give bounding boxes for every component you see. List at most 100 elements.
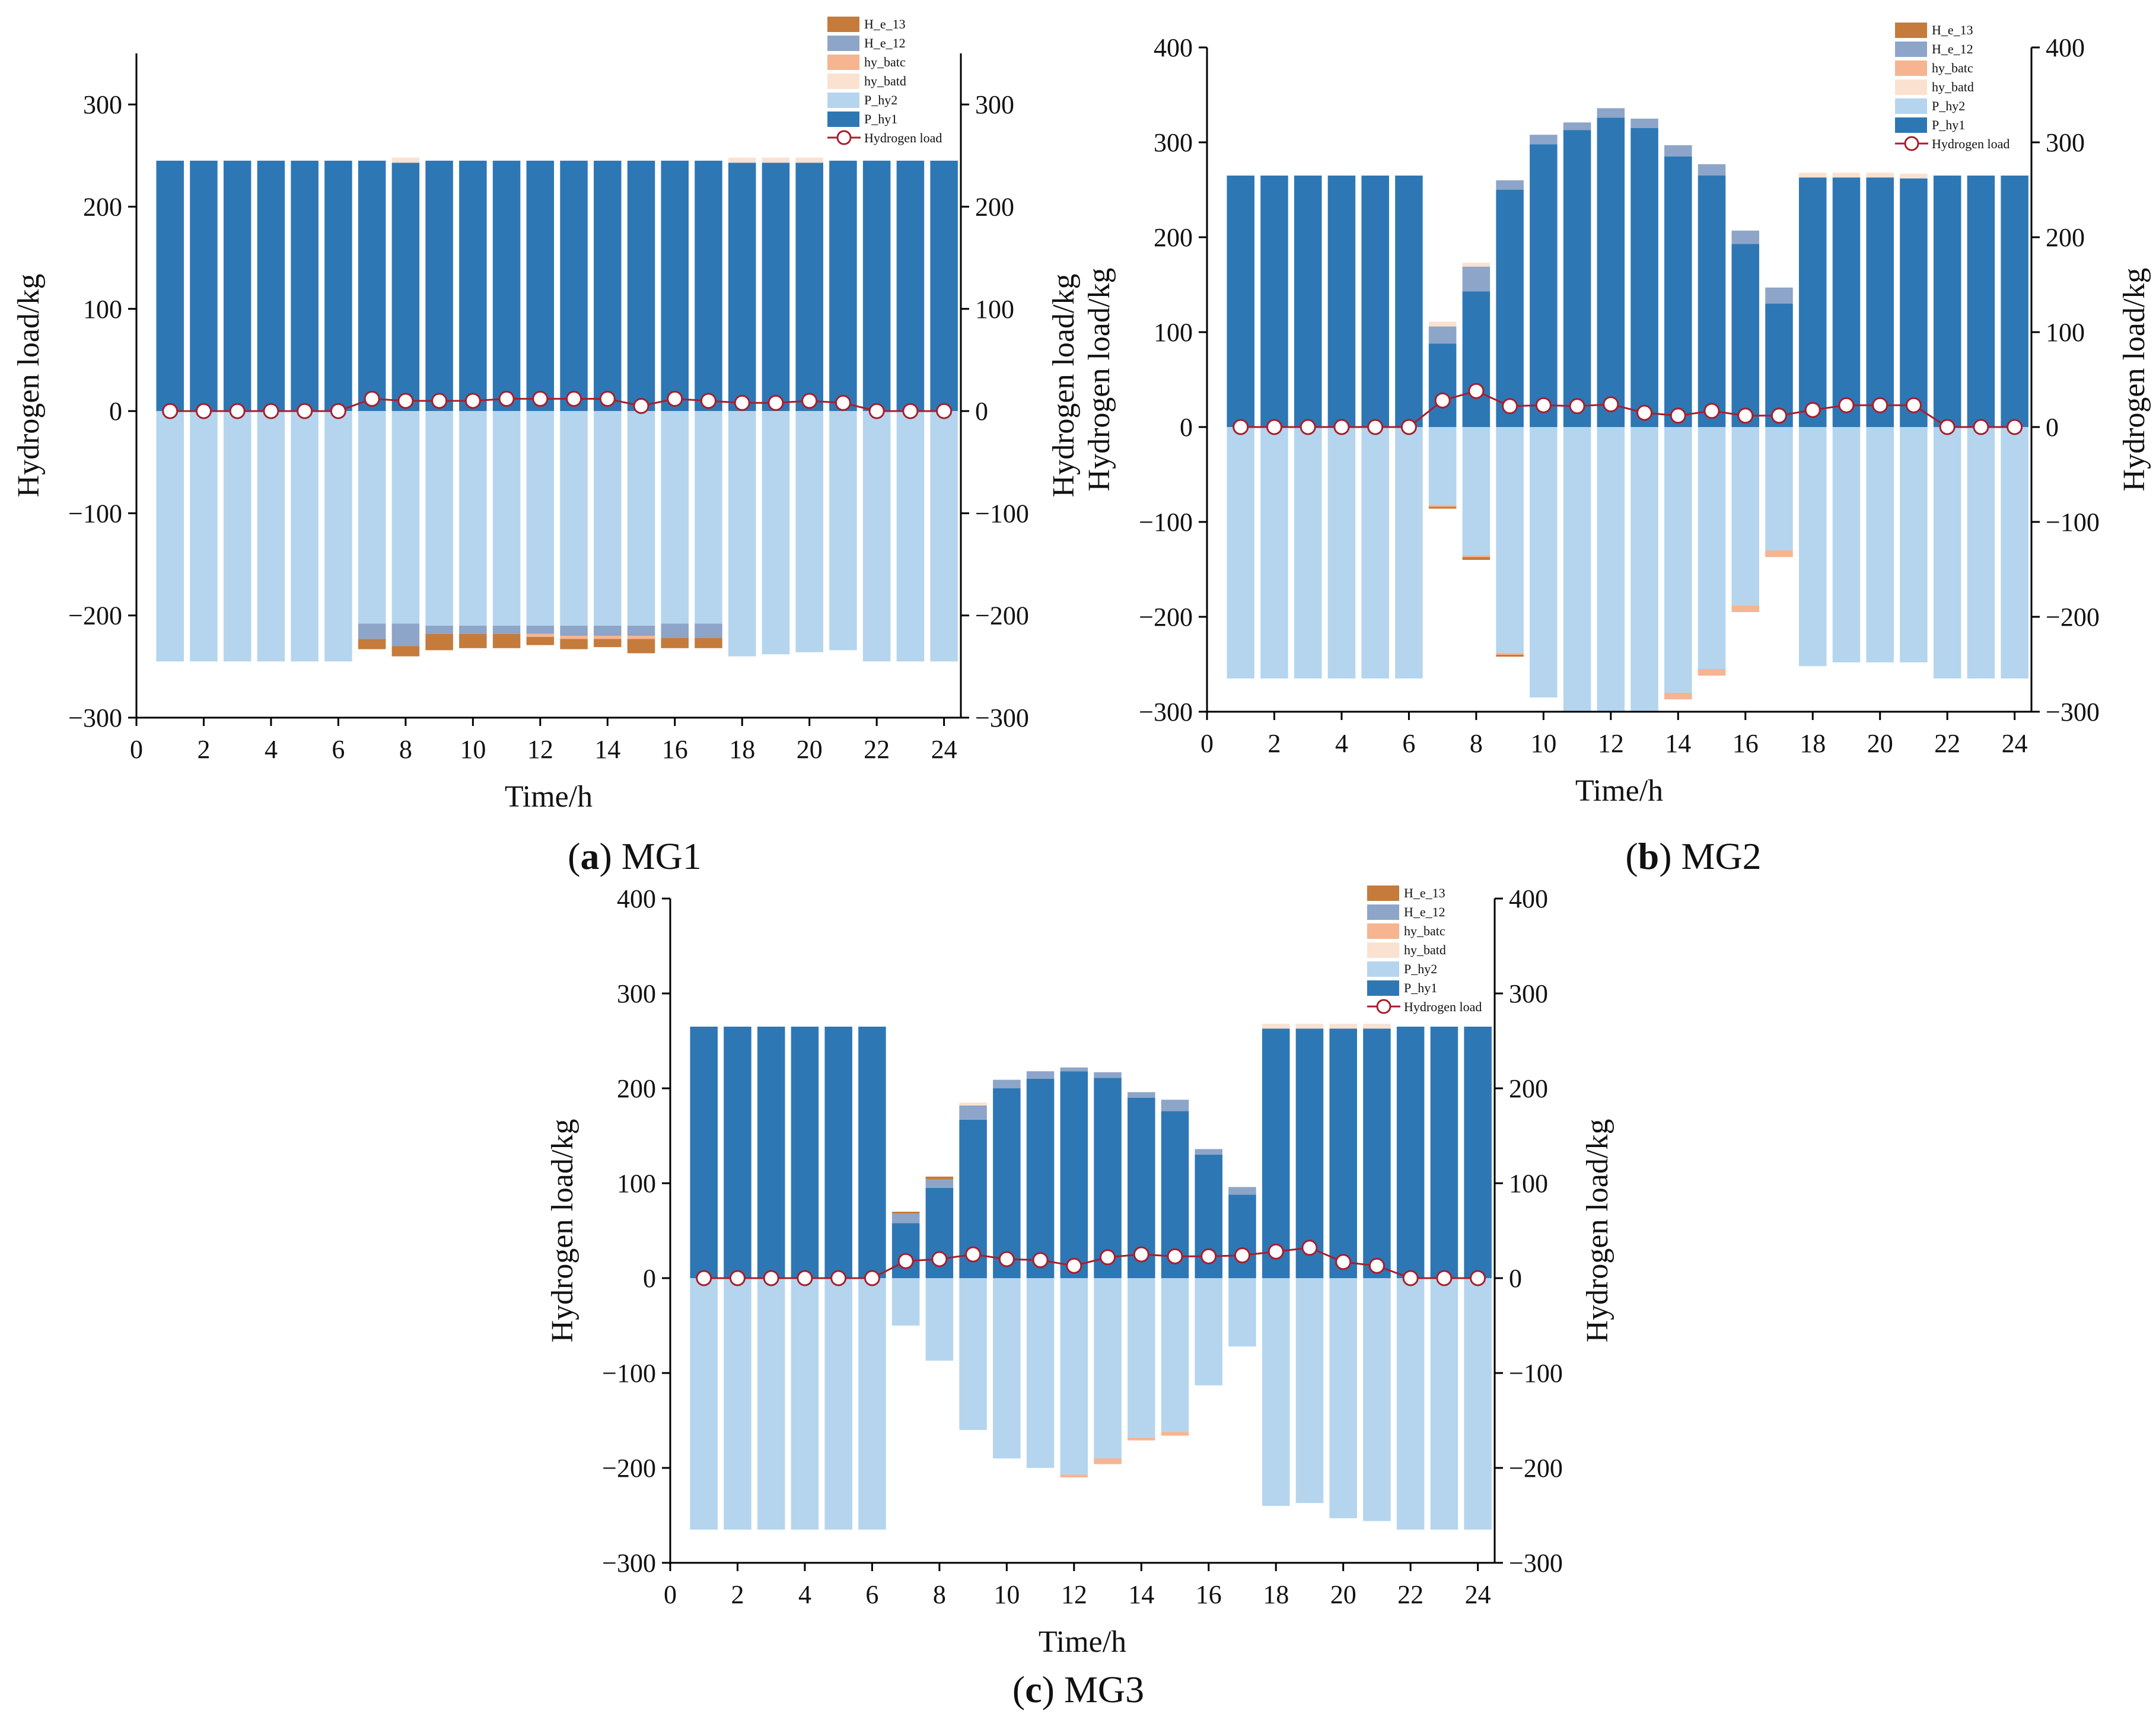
legend-swatch-P_hy1 [827, 112, 859, 127]
bar-hy_batc_neg-12 [526, 633, 555, 637]
bar-P_hy2-7 [891, 1278, 920, 1326]
xtick-label: 8 [933, 1580, 946, 1609]
bar-P_hy2-9 [959, 1278, 987, 1430]
xtick-label: 6 [865, 1580, 878, 1609]
bar-P_hy2-19 [1295, 1278, 1324, 1504]
bar-P_hy1-3 [757, 1027, 785, 1278]
bar-P_hy2-9 [425, 411, 453, 626]
ytick-label-right: 0 [2046, 413, 2059, 442]
bar-H_e_13_neg-7 [358, 639, 386, 649]
bar-hy_batd-20 [1329, 1024, 1357, 1029]
bar-P_hy2-15 [627, 411, 655, 626]
hydrogen-load-point-4 [797, 1270, 813, 1286]
bar-hy_batd-18 [1262, 1024, 1290, 1029]
ytick-label-left: −300 [68, 703, 122, 732]
hydrogen-load-point-9 [965, 1246, 982, 1263]
bar-P_hy1-14 [594, 160, 622, 412]
ytick-label-right: −200 [975, 601, 1029, 630]
hydrogen-load-point-10 [464, 393, 481, 409]
hydrogen-load-point-8 [397, 393, 414, 409]
caption-mg1: (a) MG1 [568, 835, 702, 877]
bar-P_hy1-12 [1597, 117, 1625, 427]
bar-P_hy2-9 [1496, 427, 1524, 653]
bar-P_hy1-1 [156, 160, 184, 412]
bar-P_hy2-22 [862, 411, 891, 662]
bar-H_e_12_neg-9 [425, 625, 453, 634]
xtick-label: 16 [1733, 729, 1759, 758]
xtick-label: 22 [1397, 1580, 1423, 1609]
legend-swatch-H_e_12 [1367, 904, 1399, 920]
bar-H_e_12_neg-12 [526, 625, 555, 634]
xtick-label: 2 [197, 735, 210, 764]
bar-P_hy2-3 [223, 411, 251, 662]
bar-hy_batd-19 [762, 157, 790, 163]
bar-P_hy1-3 [223, 160, 251, 412]
bar-H_e_12-11 [1026, 1071, 1055, 1079]
bar-P_hy2-2 [1260, 427, 1288, 679]
hydrogen-load-point-11 [1032, 1252, 1049, 1269]
legend-mg1: H_e_13 H_e_12 hy_batc hy_batd P_hy2 P_hy1 Hydr… [827, 17, 942, 145]
bar-H_e_13_neg-9 [425, 633, 453, 651]
ytick-label-left: 300 [617, 979, 656, 1008]
hydrogen-load-point-14 [1670, 407, 1686, 424]
xtick-label: 8 [399, 735, 412, 764]
hydrogen-load-point-13 [1100, 1249, 1116, 1266]
legend-swatch-hy_batc [1895, 60, 1927, 76]
legend-swatch-P_hy2 [827, 93, 859, 108]
bar-P_hy1-7 [1428, 343, 1457, 427]
bar-P_hy1-19 [762, 163, 790, 412]
bar-P_hy2-15 [1698, 427, 1726, 669]
hydrogen-load-line-mg3 [703, 1247, 1478, 1279]
xtick-label: 4 [265, 735, 278, 764]
ytick-label-right: 200 [975, 192, 1014, 221]
hydrogen-load-point-19 [1838, 397, 1855, 413]
bar-P_hy1-5 [1361, 176, 1389, 427]
xtick-label: 24 [2002, 729, 2028, 758]
bar-H_e_13_neg-12 [526, 636, 555, 645]
legend-label-hydrogen-load: Hydrogen load [864, 130, 942, 145]
bar-P_hy1-6 [324, 160, 352, 412]
bar-P_hy1-9 [1496, 190, 1524, 427]
hydrogen-load-point-7 [1434, 392, 1451, 409]
hydrogen-load-point-5 [830, 1270, 847, 1286]
xtick-label: 14 [1665, 729, 1691, 758]
xtick-label: 2 [1268, 729, 1281, 758]
legend-marker-hydrogen-load [836, 130, 852, 145]
bar-P_hy1-2 [1260, 176, 1288, 427]
xtick-label: 12 [1598, 729, 1624, 758]
hydrogen-load-point-3 [1300, 419, 1316, 435]
legend-label-hydrogen-load: Hydrogen load [1932, 136, 2009, 151]
bar-P_hy2-24 [2001, 427, 2028, 679]
xtick-label: 22 [864, 735, 890, 764]
ytick-label-right: 100 [975, 295, 1014, 324]
bar-P_hy1-12 [1060, 1071, 1088, 1278]
xtick-label: 18 [1800, 729, 1826, 758]
xtick-label: 12 [1061, 1580, 1087, 1609]
bar-P_hy2-20 [795, 411, 823, 652]
legend-label-P_hy2: P_hy2 [1932, 98, 1965, 113]
bar-P_hy2-17 [1765, 427, 1793, 550]
bar-H_e_13_neg-15 [627, 639, 655, 654]
bar-H_e_12-7 [891, 1213, 920, 1224]
bar-P_hy1-3 [1294, 176, 1322, 427]
hydrogen-load-point-23 [1973, 419, 1989, 435]
bar-P_hy2-11 [1563, 427, 1591, 712]
bar-H_e_13_neg-9 [1496, 655, 1524, 657]
xtick-label: 4 [1335, 729, 1348, 758]
xtick-label: 20 [797, 735, 823, 764]
bar-H_e_13_neg-8 [1462, 557, 1491, 560]
xtick-label: 10 [1530, 729, 1556, 758]
hydrogen-load-point-4 [263, 403, 279, 419]
bar-P_hy1-1 [690, 1027, 718, 1278]
ytick-label-left: −200 [602, 1454, 656, 1483]
bar-P_hy1-1 [1227, 176, 1254, 427]
bar-P_hy1-17 [1228, 1195, 1256, 1278]
bar-hy_batd-20 [795, 157, 823, 163]
ytick-label-right: 300 [975, 90, 1014, 119]
bar-P_hy2-14 [594, 411, 622, 626]
ytick-label-left: −200 [68, 601, 122, 630]
bar-P_hy1-21 [829, 160, 857, 412]
ytick-label-right: −100 [2046, 508, 2100, 537]
